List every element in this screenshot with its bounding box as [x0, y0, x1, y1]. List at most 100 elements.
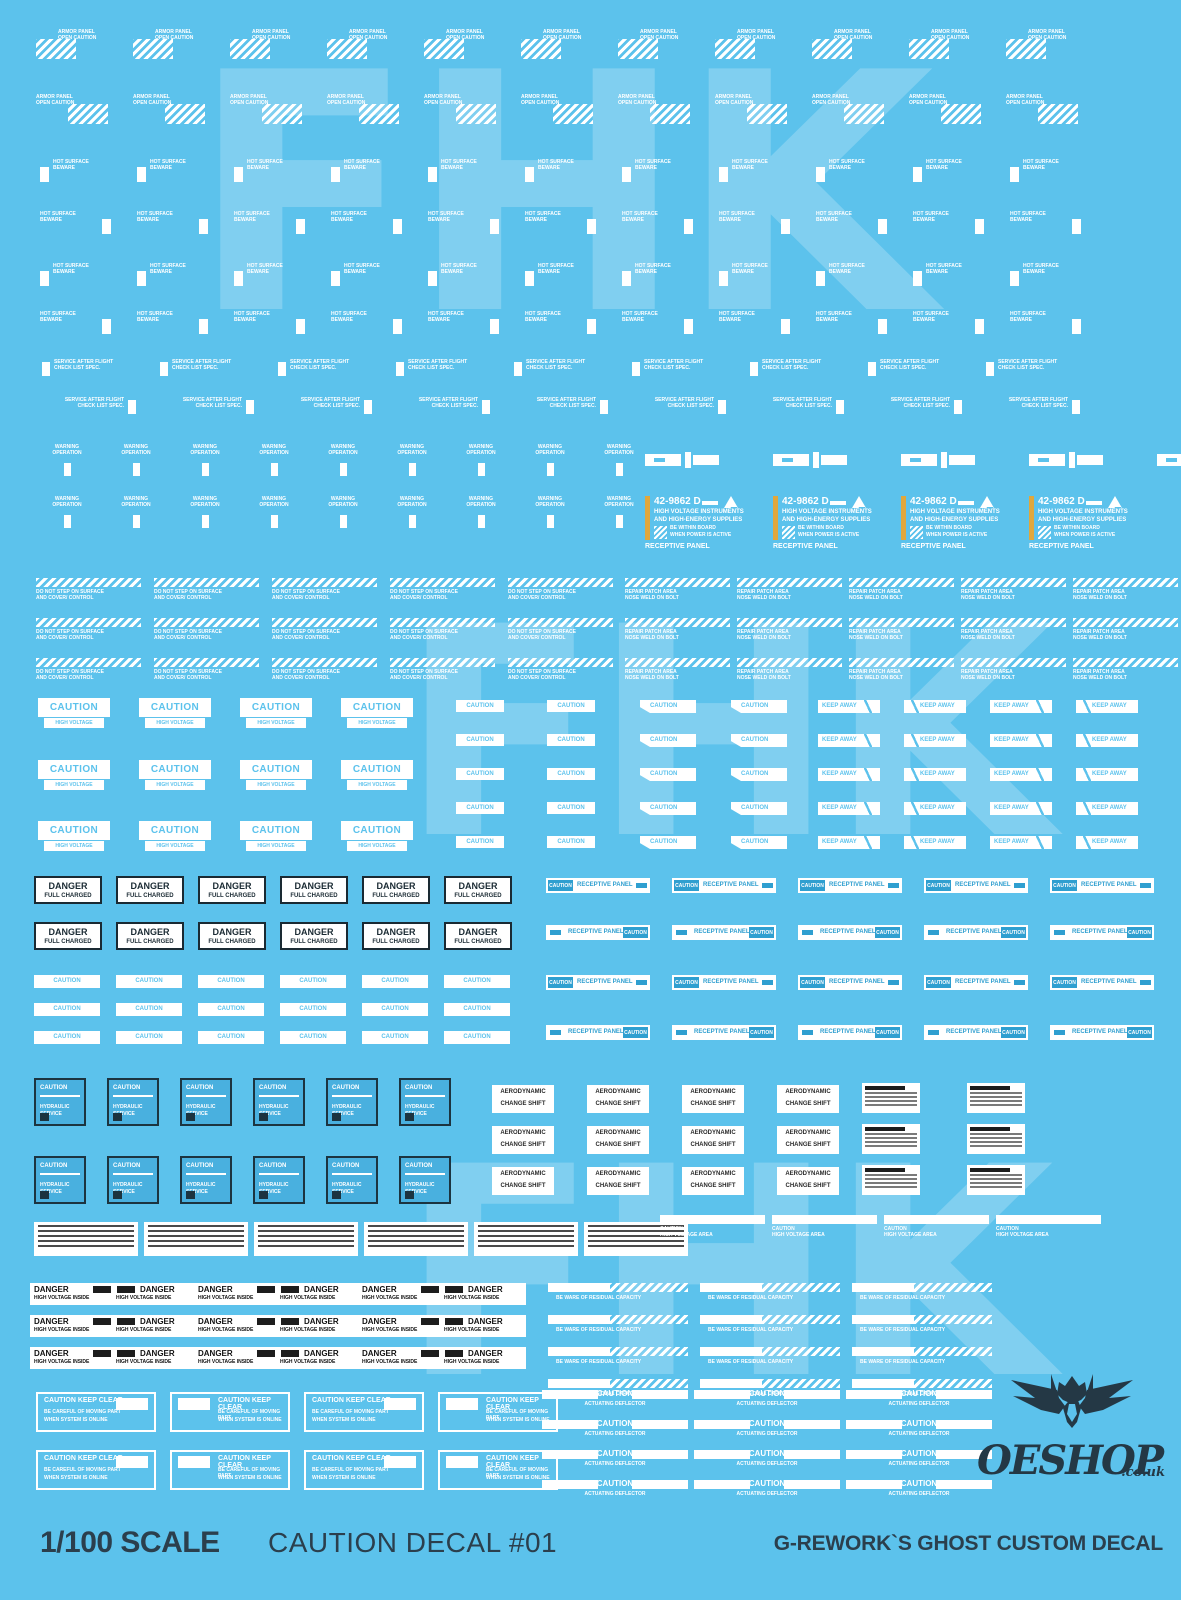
- dark-box-title: CAUTION: [40, 1163, 68, 1169]
- caution-small-upper: CAUTION HIGH VOLTAGE AREA: [772, 1215, 877, 1239]
- slash-mark: [907, 734, 923, 747]
- tab-marker: [42, 362, 50, 376]
- danger-strip-sub: HIGH VOLTAGE INSIDE: [362, 1327, 418, 1333]
- decal-item: WARNING OPERATION: [176, 496, 245, 547]
- caution-arrow-tag: CAUTION: [731, 802, 787, 815]
- decal-item: HOT SURFACE BEWARE: [719, 263, 816, 314]
- keep-away-tag: KEEP AWAY: [990, 836, 1052, 849]
- tab-marker: [482, 400, 490, 414]
- decal-item: REPAIR PATCH AREA NOSE WELD ON BOLT: [961, 618, 1073, 658]
- divider: [186, 1173, 226, 1175]
- decal-item: HOT SURFACE BEWARE: [1010, 159, 1107, 210]
- hv-line1: HIGH VOLTAGE INSTRUMENTS: [910, 509, 1000, 515]
- dark-box-line2: SERVICE: [186, 1189, 208, 1195]
- left-bar: [694, 1450, 750, 1459]
- hot-surface-decal: HOT SURFACE BEWARE: [137, 311, 211, 334]
- decal-item: SERVICE AFTER FLIGHT CHECK LIST SPEC.: [868, 359, 986, 400]
- danger-strip-sub: HIGH VOLTAGE INSIDE: [198, 1359, 254, 1365]
- caution-actuating-bar: CAUTION ACTUATING DEFLECTOR: [694, 1419, 840, 1442]
- hot-surface-decal: HOT SURFACE BEWARE: [816, 211, 890, 234]
- decal-item: ARMOR PANEL OPEN CAUTION: [909, 94, 1006, 155]
- plate-text-line: [970, 1096, 1022, 1098]
- left-bar: [542, 1420, 598, 1429]
- danger-sub: FULL CHARGED: [126, 893, 174, 899]
- hazard-hatch: [390, 658, 495, 667]
- tab-marker: [719, 271, 728, 286]
- right-bar: [632, 1480, 688, 1489]
- hv-line4: WHEN POWER IS ACTIVE: [670, 532, 732, 538]
- aerodynamic-plate: AERODYNAMIC CHANGE SHIFT: [682, 1126, 744, 1154]
- solid-bar: [548, 1315, 610, 1324]
- decal-item: 42-9862 D HIGH VOLTAGE INSTRUMENTS AND H…: [1029, 496, 1157, 556]
- chip-marker: [113, 1113, 122, 1121]
- decal-item: CAUTION ACTUATING DEFLECTOR: [694, 1479, 846, 1510]
- armor-panel-decal: ARMOR PANEL OPEN CAUTION: [618, 29, 690, 60]
- divider: [40, 1173, 80, 1175]
- receptive-panel-strip: CAUTION RECEPTIVE PANEL: [672, 878, 776, 893]
- decal-item: CAUTION: [116, 1003, 198, 1031]
- hv-line2: AND HIGH-ENERGY SUPPLIES: [910, 517, 999, 523]
- solid-bar: [700, 1283, 762, 1292]
- beware-residual-label: BE WARE OF RESIDUAL CAPACITY: [708, 1359, 794, 1365]
- decal-item: WARNING OPERATION: [176, 444, 245, 495]
- decal-item: DANGER HIGH VOLTAGE INSIDE: [112, 1315, 198, 1347]
- decal-item: DANGER HIGH VOLTAGE INSIDE: [112, 1283, 198, 1315]
- decal-item: CAUTION: [547, 700, 638, 734]
- repair-note-row1: REPAIR PATCH AREA NOSE WELD ON BOLT REPAI…: [625, 578, 1181, 618]
- caution-small-label: CAUTION HIGH VOLTAGE AREA: [660, 1226, 713, 1239]
- danger-full-charged-decal: DANGER FULL CHARGED: [34, 922, 102, 950]
- receptive-panel-label: RECEPTIVE PANEL: [1072, 929, 1128, 935]
- repair-note-label: REPAIR PATCH AREA NOSE WELD ON BOLT: [737, 669, 791, 682]
- decal-item: DANGER HIGH VOLTAGE INSIDE: [30, 1315, 116, 1347]
- decal-item: BE WARE OF RESIDUAL CAPACITY: [700, 1315, 852, 1347]
- repair-note-decal: REPAIR PATCH AREA NOSE WELD ON BOLT: [1073, 658, 1178, 682]
- decal-item: CAUTION ACTUATING DEFLECTOR: [694, 1389, 846, 1420]
- hazard-hatch: [521, 39, 561, 59]
- para-line: [258, 1230, 354, 1232]
- decal-item: WARNING OPERATION: [245, 444, 314, 495]
- caution-actuating-title: CAUTION: [900, 1449, 938, 1458]
- warning-operation-decal: WARNING OPERATION: [38, 444, 96, 476]
- plate-header-bar: [970, 1168, 1010, 1172]
- end-marker: [888, 883, 899, 888]
- tab-marker: [836, 400, 844, 414]
- caution-chip: CAUTION: [875, 1027, 900, 1038]
- solid-bar: [996, 1215, 1101, 1224]
- decal-item: CAUTION: [444, 1031, 526, 1059]
- armor-panel-label: ARMOR PANEL OPEN CAUTION: [834, 29, 873, 41]
- slash-mark: [860, 836, 876, 849]
- receptive-panel-label: RECEPTIVE PANEL: [820, 1029, 876, 1035]
- dark-caution-box: CAUTION HYDRAULIC SERVICE: [34, 1156, 86, 1204]
- decal-item: HOT SURFACE BEWARE: [234, 211, 331, 262]
- decal-item: CAUTION: [280, 975, 362, 1003]
- para-line: [368, 1235, 464, 1237]
- hv-line4: WHEN POWER IS ACTIVE: [926, 532, 988, 538]
- decal-item: HOT SURFACE BEWARE: [622, 159, 719, 210]
- connector-pin: [813, 452, 819, 468]
- decal-item: DO NOT STEP ON SURFACE AND COVER/ CONTROL: [390, 578, 508, 618]
- danger-strip-title: DANGER: [468, 1349, 503, 1358]
- danger-strip-title: DANGER: [468, 1285, 503, 1294]
- danger-strip-title: DANGER: [362, 1317, 397, 1326]
- technical-paragraph-plate: [34, 1222, 138, 1256]
- danger-strip-sub: HIGH VOLTAGE INSIDE: [280, 1359, 336, 1365]
- decal-item: DO NOT STEP ON SURFACE AND COVER/ CONTROL: [390, 658, 508, 698]
- decal-item: HOT SURFACE BEWARE: [428, 263, 525, 314]
- tag-body: [640, 700, 696, 713]
- left-bar: [694, 1390, 750, 1399]
- tag-body: [640, 768, 696, 781]
- decal-item: CAUTION: [456, 836, 547, 870]
- right-bar: [784, 1420, 840, 1429]
- aero-line2: CHANGE SHIFT: [500, 1183, 546, 1189]
- plate-text-line: [970, 1137, 1022, 1139]
- service-after-flight-decal: SERVICE AFTER FLIGHT CHECK LIST SPEC.: [42, 397, 138, 418]
- hazard-hatch: [910, 526, 923, 539]
- hv-line3: BE WITHIN BOARD: [798, 525, 844, 531]
- aero-line1: AERODYNAMIC: [690, 1089, 736, 1095]
- caution-chip: CAUTION: [749, 1027, 774, 1038]
- aerodynamic-plate: AERODYNAMIC CHANGE SHIFT: [587, 1085, 649, 1113]
- plate-text-line: [865, 1133, 917, 1135]
- right-bar: [632, 1420, 688, 1429]
- plate-header-bar: [970, 1086, 1010, 1090]
- tab-marker: [632, 362, 640, 376]
